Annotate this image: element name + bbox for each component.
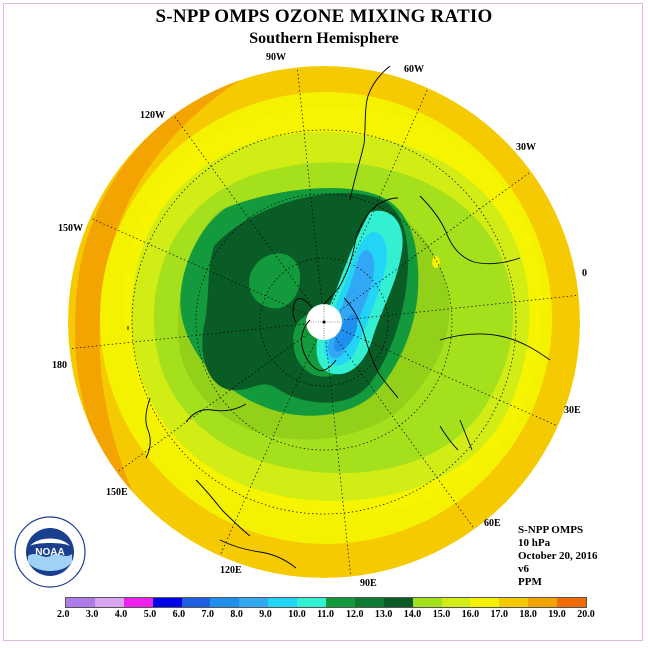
colorbar-tick-label: 13.0 xyxy=(374,609,393,620)
ozone-band-6 xyxy=(334,314,358,352)
label-0: 0 xyxy=(582,268,587,279)
label-30e: 30E xyxy=(564,405,581,416)
colorbar-swatch xyxy=(470,598,500,607)
label-90w: 90W xyxy=(266,52,286,63)
colorbar-swatch xyxy=(354,598,384,607)
colorbar-tick-label: 9.0 xyxy=(259,609,272,620)
colorbar-tick-label: 8.0 xyxy=(230,609,243,620)
meridian-line xyxy=(343,294,579,321)
colorbar-swatch xyxy=(441,598,471,607)
colorbar-swatch xyxy=(66,598,95,607)
colorbar-swatch xyxy=(557,598,587,607)
label-150w: 150W xyxy=(58,223,83,234)
label-60w: 60W xyxy=(404,64,424,75)
colorbar-swatch xyxy=(499,598,529,607)
colorbar-swatch xyxy=(528,598,558,607)
label-120w: 120W xyxy=(140,110,165,121)
info-level: 10 hPa xyxy=(518,537,551,549)
label-30w: 30W xyxy=(516,142,536,153)
meridian-line xyxy=(325,341,352,577)
meridian-line xyxy=(89,217,306,315)
meridian-line xyxy=(219,340,317,557)
meridian-line xyxy=(339,171,532,311)
meridian-line xyxy=(335,337,475,530)
map-title: S-NPP OMPS OZONE MIXING RATIO xyxy=(155,6,493,27)
label-120e: 120E xyxy=(220,565,242,576)
colorbar-swatch xyxy=(123,598,153,607)
colorbar-swatch xyxy=(326,598,355,607)
colorbar-tick-label: 18.0 xyxy=(519,609,537,620)
noaa-logo: NOAA xyxy=(14,516,86,588)
colorbar-tick-label: 10.0 xyxy=(288,609,306,620)
figure-frame xyxy=(3,3,643,641)
colorbar-tick-label: 4.0 xyxy=(114,609,128,620)
colorbar-swatch xyxy=(94,598,124,607)
colorbar-tick-label: 7.0 xyxy=(201,609,215,620)
colorbar-swatch xyxy=(210,598,240,607)
graticule xyxy=(131,129,517,515)
colorbar-ticks: 2.0 3.0 4.0 5.0 6.0 7.0 8.0 9.0 10.0 11.0 12.0 13.0… xyxy=(48,609,608,623)
coastlines xyxy=(127,65,551,569)
info-instrument: S-NPP OMPS xyxy=(518,524,584,536)
info-block: S-NPP OMPS 10 hPa October 20, 2016 v6 PP… xyxy=(518,524,598,589)
label-180: 180 xyxy=(52,360,67,371)
ozone-band-17-west xyxy=(75,80,240,530)
meridian-line xyxy=(342,329,559,427)
colorbar-tick-label: 17.0 xyxy=(490,609,509,620)
colorbar-tick-label: 12.0 xyxy=(346,609,364,620)
map-subtitle: Southern Hemisphere xyxy=(249,30,399,47)
colorbar-tick-label: 15.0 xyxy=(432,609,451,620)
colorbar-swatch xyxy=(268,598,298,607)
colorbar-swatch xyxy=(239,598,269,607)
colorbar-swatch xyxy=(383,598,413,607)
colorbar-swatch xyxy=(297,598,327,607)
colorbar-swatch xyxy=(152,598,182,607)
meridian-line xyxy=(296,67,323,303)
colorbar-tick-label: 5.0 xyxy=(143,609,157,620)
colorbar-tick-label: 20.0 xyxy=(577,609,595,620)
colorbar-tick-label: 2.0 xyxy=(57,609,70,620)
label-60e: 60E xyxy=(484,518,501,529)
colorbar-swatch xyxy=(412,598,442,607)
colorbar-tick-label: 11.0 xyxy=(317,609,335,620)
logo-text: NOAA xyxy=(35,547,64,558)
meridian-line xyxy=(116,333,309,473)
meridian-line xyxy=(69,323,305,350)
ozone-small-patch xyxy=(432,256,440,268)
meridians xyxy=(69,67,579,577)
colorbar-tick-label: 14.0 xyxy=(403,609,422,620)
info-date: October 20, 2016 xyxy=(518,550,598,562)
label-90e: 90E xyxy=(360,578,377,589)
meridian-line xyxy=(173,114,313,307)
label-150e: 150E xyxy=(106,487,128,498)
colorbar-tick-label: 3.0 xyxy=(85,609,99,620)
info-units: PPM xyxy=(518,576,542,588)
meridian-line xyxy=(331,87,429,304)
colorbar-tick-label: 16.0 xyxy=(461,609,480,620)
colorbar-swatch xyxy=(181,598,211,607)
colorbar-tick-label: 19.0 xyxy=(548,609,566,620)
colorbar-tick-label: 6.0 xyxy=(172,609,186,620)
colorbar xyxy=(65,597,588,608)
info-version: v6 xyxy=(518,563,529,575)
